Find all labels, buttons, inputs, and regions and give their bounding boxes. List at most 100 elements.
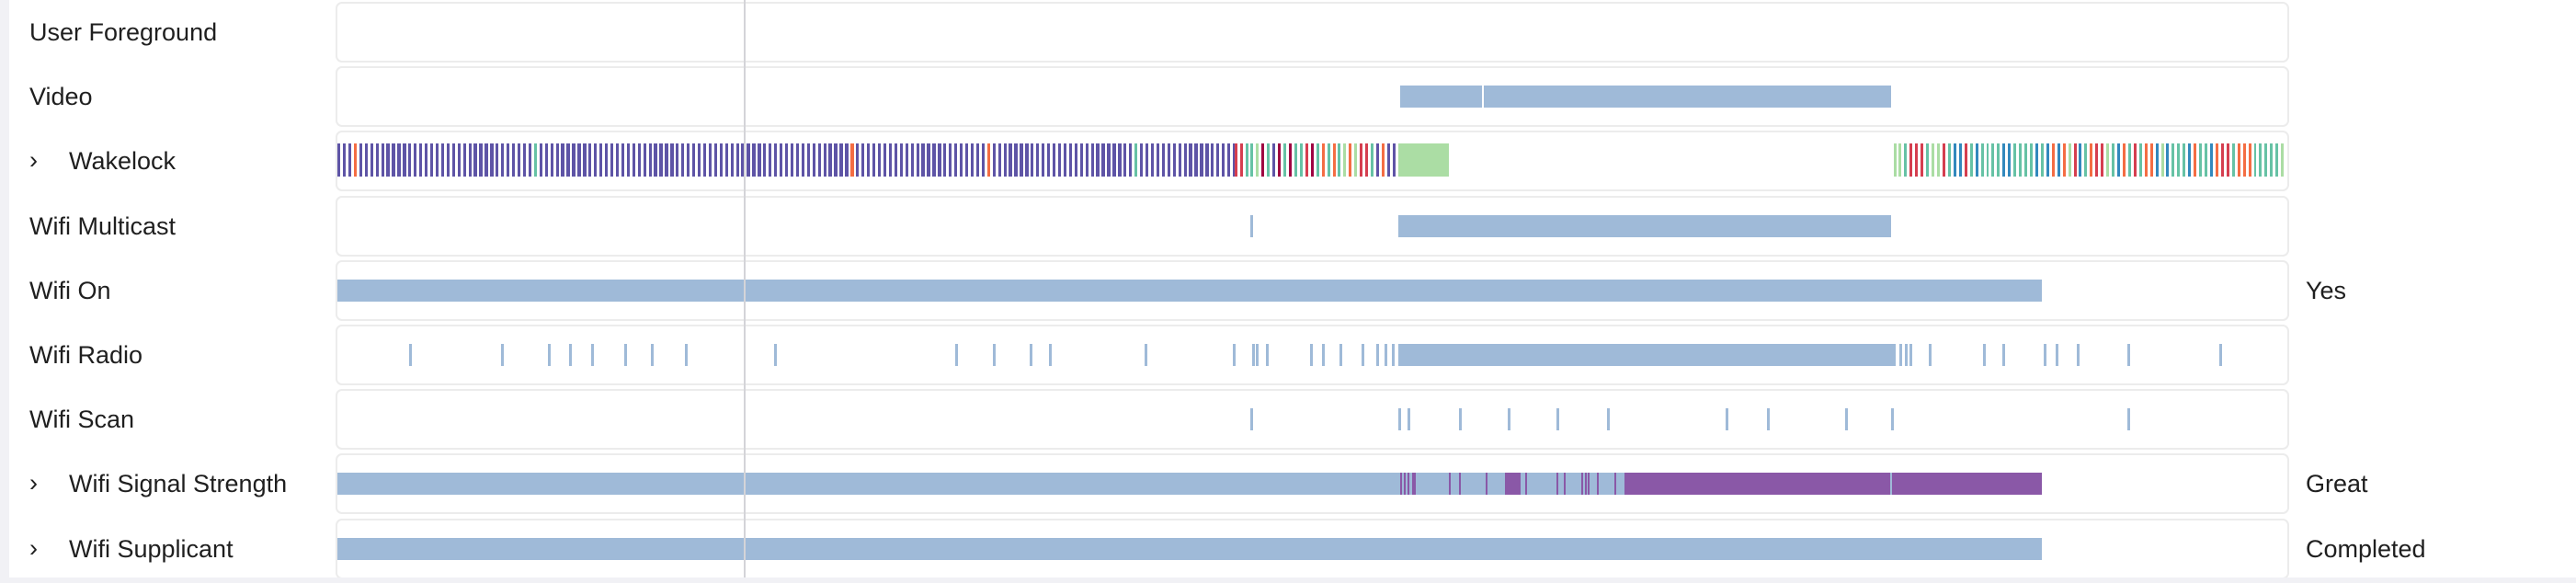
wakelock-stripe[interactable] [2112, 143, 2115, 177]
wakelock-stripe[interactable] [1200, 143, 1203, 177]
wakelock-stripe[interactable] [1327, 143, 1330, 177]
event-tick[interactable] [1392, 344, 1396, 366]
signal-great-tick[interactable] [1564, 473, 1567, 496]
signal-great-tick[interactable] [1585, 473, 1588, 496]
wakelock-stripe[interactable] [2242, 143, 2246, 177]
wakelock-stripe[interactable] [496, 143, 499, 177]
event-tick[interactable] [1726, 408, 1729, 431]
event-tick[interactable] [548, 344, 552, 366]
wakelock-stripe[interactable] [899, 143, 903, 177]
wakelock-stripe[interactable] [1926, 143, 1930, 177]
wakelock-stripe[interactable] [1365, 143, 1369, 177]
wakelock-stripe[interactable] [419, 143, 423, 177]
wakelock-stripe[interactable] [1239, 143, 1243, 177]
event-tick[interactable] [1891, 408, 1895, 431]
wakelock-stripe[interactable] [1272, 143, 1276, 177]
state-segment[interactable] [337, 279, 2042, 302]
wakelock-stripe[interactable] [359, 143, 363, 177]
state-segment[interactable] [1249, 214, 1253, 237]
event-tick[interactable] [1249, 408, 1253, 431]
wakelock-stripe[interactable] [2237, 143, 2240, 177]
wakelock-stripe[interactable] [2138, 143, 2142, 177]
wakelock-stripe[interactable] [1360, 143, 1363, 177]
wakelock-stripe[interactable] [2199, 143, 2203, 177]
wakelock-stripe[interactable] [1167, 143, 1170, 177]
wakelock-stripe[interactable] [408, 143, 412, 177]
state-segment[interactable] [1397, 214, 1892, 237]
wakelock-stripe[interactable] [1937, 143, 1941, 177]
wakelock-stripe[interactable] [522, 143, 527, 177]
wakelock-stripe[interactable] [1178, 143, 1181, 177]
wakelock-stripe[interactable] [517, 143, 521, 177]
wakelock-stripe[interactable] [457, 143, 461, 177]
chevron-right-icon[interactable]: › [29, 146, 38, 175]
wakelock-stripe[interactable] [1332, 143, 1336, 177]
wakelock-stripe[interactable] [1980, 143, 1984, 177]
wakelock-stripe[interactable] [1057, 143, 1062, 177]
wakelock-stripe[interactable] [473, 143, 477, 177]
wakelock-stripe[interactable] [507, 143, 510, 177]
wakelock-stripe[interactable] [2259, 143, 2263, 177]
wakelock-stripe[interactable] [643, 143, 646, 177]
track-area[interactable] [336, 131, 2289, 192]
wakelock-stripe[interactable] [1042, 143, 1045, 177]
event-tick[interactable] [1339, 344, 1343, 366]
wakelock-stripe[interactable] [834, 143, 838, 177]
wakelock-stripe[interactable] [970, 143, 975, 177]
wakelock-stripe[interactable] [927, 143, 930, 177]
event-tick[interactable] [590, 344, 594, 366]
event-tick[interactable] [501, 344, 505, 366]
track-area[interactable] [336, 259, 2289, 321]
wakelock-stripe[interactable] [539, 143, 542, 177]
wakelock-stripe[interactable] [763, 143, 767, 177]
event-tick[interactable] [1408, 408, 1411, 431]
wakelock-stripe[interactable] [1969, 143, 1973, 177]
track-area[interactable] [336, 195, 2289, 257]
track-area[interactable] [336, 2, 2289, 63]
track-area[interactable] [336, 518, 2289, 579]
wakelock-stripe[interactable] [1310, 143, 1314, 177]
wakelock-stripe[interactable] [1085, 143, 1089, 177]
wakelock-stripe[interactable] [2101, 143, 2104, 177]
wakelock-stripe[interactable] [2133, 143, 2137, 177]
wakelock-stripe[interactable] [932, 143, 936, 177]
wakelock-stripe[interactable] [724, 143, 728, 177]
wakelock-stripe[interactable] [1986, 143, 1989, 177]
wakelock-stripe[interactable] [1090, 143, 1094, 177]
wakelock-stripe[interactable] [621, 143, 625, 177]
wakelock-stripe[interactable] [392, 143, 395, 177]
track-area[interactable] [336, 325, 2289, 385]
wakelock-stripe[interactable] [337, 143, 341, 177]
wakelock-stripe[interactable] [981, 143, 986, 177]
wakelock-stripe[interactable] [1232, 143, 1237, 177]
wakelock-stripe[interactable] [894, 143, 898, 177]
wakelock-stripe[interactable] [1107, 143, 1111, 177]
wakelock-stripe[interactable] [1194, 143, 1198, 177]
wakelock-stripe[interactable] [1140, 143, 1144, 177]
wakelock-stripe[interactable] [2122, 143, 2126, 177]
wakelock-stripe[interactable] [1991, 143, 1995, 177]
wakelock-stripe[interactable] [888, 143, 893, 177]
wakelock-stripe[interactable] [949, 143, 952, 177]
wakelock-stripe[interactable] [2215, 143, 2218, 177]
wakelock-stripe[interactable] [626, 143, 631, 177]
event-tick[interactable] [2043, 344, 2046, 366]
wakelock-stripe[interactable] [1031, 143, 1034, 177]
wakelock-stripe[interactable] [353, 143, 358, 177]
event-tick[interactable] [1376, 344, 1380, 366]
wakelock-stripe[interactable] [528, 143, 532, 177]
wakelock-stripe[interactable] [533, 143, 538, 177]
wakelock-stripe[interactable] [850, 143, 854, 177]
wakelock-stripe[interactable] [1278, 143, 1282, 177]
wakelock-stripe[interactable] [1063, 143, 1067, 177]
event-tick[interactable] [1556, 408, 1559, 431]
wakelock-stripe[interactable] [2030, 143, 2033, 177]
event-tick[interactable] [1458, 408, 1462, 431]
wakelock-stripe[interactable] [1036, 143, 1040, 177]
wakelock-stripe[interactable] [1283, 143, 1287, 177]
event-tick[interactable] [1049, 344, 1053, 366]
wakelock-stripe[interactable] [828, 143, 832, 177]
event-tick[interactable] [1384, 344, 1387, 366]
wakelock-stripe[interactable] [713, 143, 718, 177]
wakelock-stripe[interactable] [687, 143, 690, 177]
